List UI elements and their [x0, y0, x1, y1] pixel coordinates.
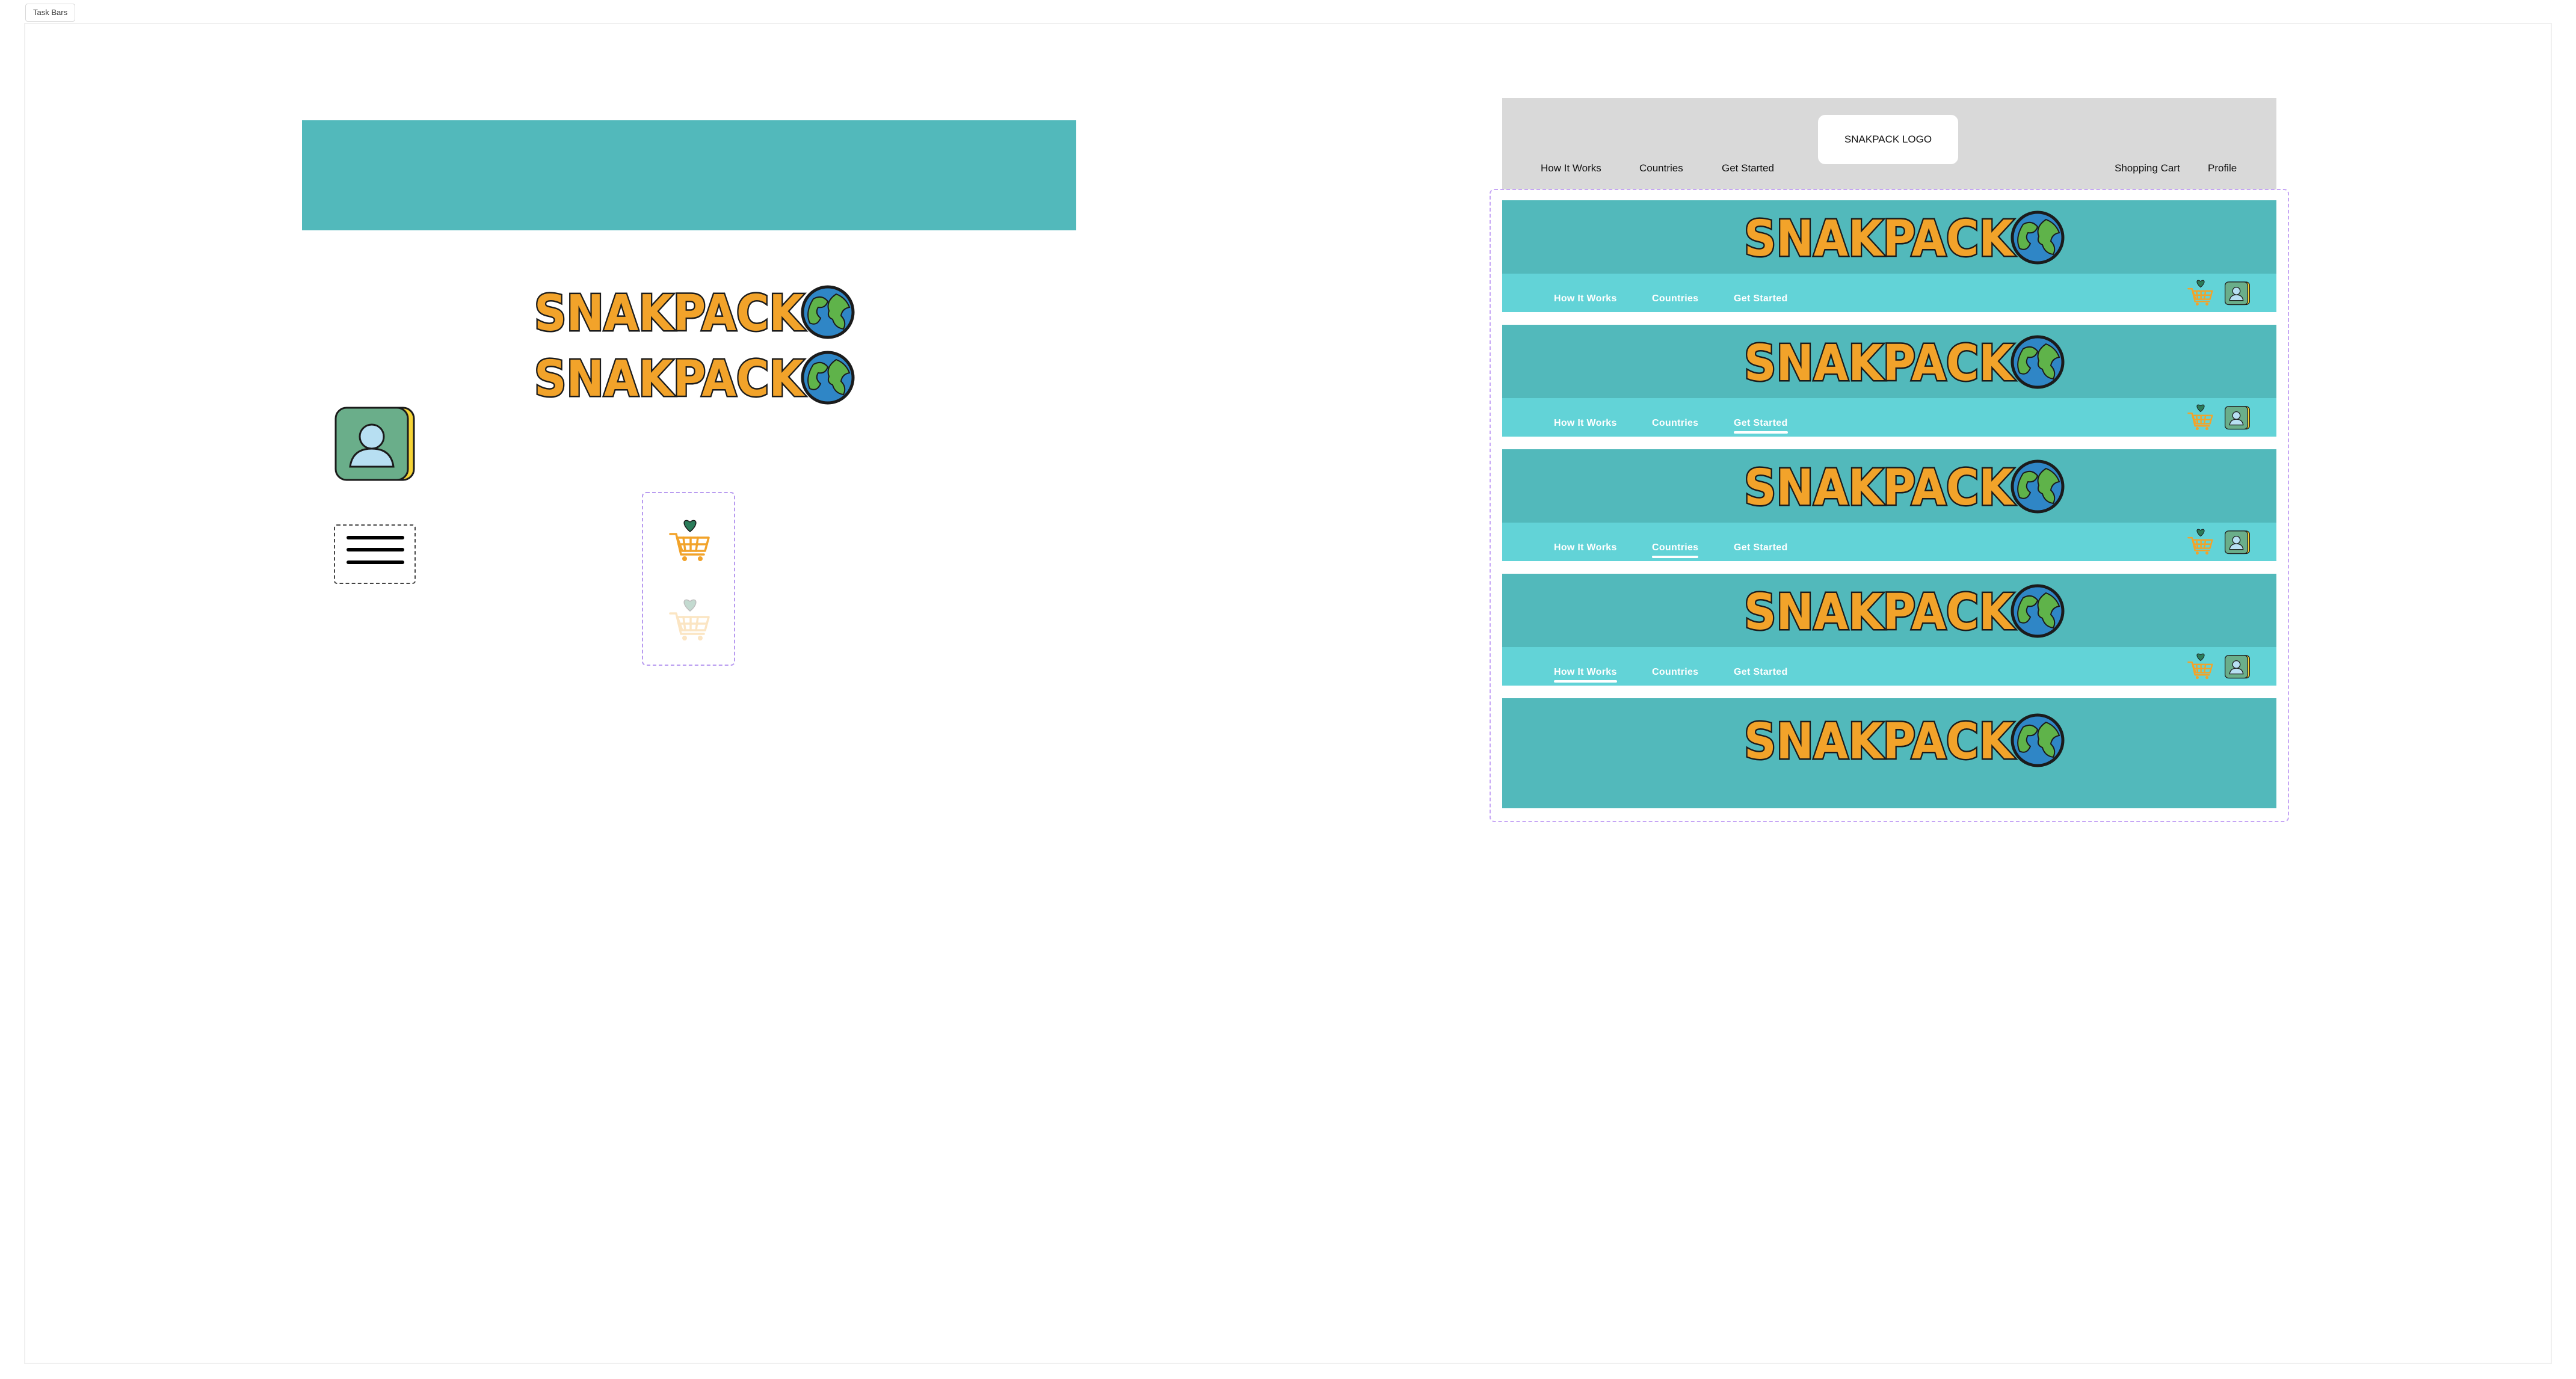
- globe-icon: [2011, 713, 2065, 767]
- user-avatar-icon[interactable]: [2225, 654, 2250, 680]
- snakpack-logo[interactable]: SNAKPACK: [1742, 711, 2066, 769]
- wireframe-link-countries[interactable]: Countries: [1639, 162, 1683, 174]
- shopping-cart-heart-icon[interactable]: [2187, 279, 2214, 307]
- user-avatar-icon[interactable]: [334, 407, 415, 482]
- globe-icon: [2011, 210, 2065, 265]
- globe-icon: [2011, 335, 2065, 389]
- menu-line: [347, 536, 404, 539]
- shopping-cart-heart-icon[interactable]: [669, 518, 711, 563]
- nav-link-countries[interactable]: Countries: [1652, 293, 1699, 304]
- header-variant[interactable]: SNAKPACK: [1502, 698, 2276, 808]
- globe-icon: [2011, 584, 2065, 638]
- wireframe-link-how-it-works[interactable]: How It Works: [1541, 162, 1601, 174]
- nav-link-how-it-works[interactable]: How It Works: [1554, 667, 1617, 683]
- logo-wordmark: SNAKPACK: [1744, 210, 2015, 266]
- logo-wordmark: SNAKPACK: [1744, 459, 2015, 515]
- nav-link-how-it-works[interactable]: How It Works: [1554, 418, 1617, 428]
- logo-placeholder[interactable]: SNAKPACK LOGO: [1818, 115, 1958, 164]
- nav-link-get-started[interactable]: Get Started: [1734, 667, 1788, 677]
- shopping-cart-heart-icon[interactable]: [2187, 404, 2214, 431]
- user-avatar-icon[interactable]: [2225, 281, 2250, 306]
- globe-icon: [2011, 459, 2065, 514]
- logo-wordmark: SNAKPACK: [1744, 335, 2015, 391]
- snakpack-logo-graphic: SNAKPACK: [533, 349, 855, 407]
- nav-link-countries[interactable]: Countries: [1652, 667, 1699, 677]
- header-variants-group[interactable]: SNAKPACK How It Works Countries Get Star…: [1490, 189, 2289, 822]
- header-logo-band: SNAKPACK: [1502, 698, 2276, 808]
- header-logo-band: SNAKPACK: [1502, 200, 2276, 274]
- header-nav-bar: How It Works Countries Get Started: [1502, 398, 2276, 437]
- shopping-cart-heart-icon[interactable]: [2187, 653, 2214, 680]
- active-tab-underline: [1652, 556, 1699, 558]
- shopping-cart-heart-icon[interactable]: [2187, 528, 2214, 556]
- header-variant[interactable]: SNAKPACK How It Works Countries Get Star…: [1502, 200, 2276, 312]
- header-variant[interactable]: SNAKPACK How It Works Countries Get Star…: [1502, 449, 2276, 561]
- user-avatar-icon[interactable]: [2225, 405, 2250, 431]
- nav-link-how-it-works[interactable]: How It Works: [1554, 542, 1617, 553]
- header-logo-band: SNAKPACK: [1502, 574, 2276, 647]
- nav-link-get-started[interactable]: Get Started: [1734, 418, 1788, 434]
- logo-wordmark: SNAKPACK: [1744, 584, 2015, 640]
- wireframe-link-profile[interactable]: Profile: [2208, 162, 2237, 174]
- globe-icon: [801, 351, 855, 405]
- nav-link-get-started[interactable]: Get Started: [1734, 293, 1788, 304]
- snakpack-logo[interactable]: SNAKPACK: [1742, 209, 2066, 266]
- header-variant[interactable]: SNAKPACK How It Works Countries Get Star…: [1502, 325, 2276, 437]
- header-logo-band: SNAKPACK: [1502, 325, 2276, 398]
- wireframe-link-get-started[interactable]: Get Started: [1722, 162, 1774, 174]
- logo-wordmark: SNAKPACK: [534, 351, 806, 407]
- header-variant[interactable]: SNAKPACK How It Works Countries Get Star…: [1502, 574, 2276, 686]
- user-avatar-icon[interactable]: [2225, 530, 2250, 555]
- logo-wordmark: SNAKPACK: [1744, 713, 2015, 769]
- header-logo-band: SNAKPACK: [1502, 449, 2276, 523]
- cart-icon-variants[interactable]: [642, 492, 735, 666]
- header-background-bar[interactable]: [302, 120, 1076, 230]
- snakpack-logo[interactable]: SNAKPACK: [532, 349, 857, 407]
- header-nav-bar: How It Works Countries Get Started: [1502, 523, 2276, 561]
- header-nav-bar: How It Works Countries Get Started: [1502, 647, 2276, 686]
- active-tab-underline: [1554, 680, 1617, 683]
- header-nav-bar: How It Works Countries Get Started: [1502, 274, 2276, 312]
- wireframe-link-shopping-cart[interactable]: Shopping Cart: [2115, 162, 2180, 174]
- nav-link-countries[interactable]: Countries: [1652, 418, 1699, 428]
- snakpack-logo-graphic: SNAKPACK: [533, 284, 855, 341]
- active-tab-underline: [1734, 431, 1788, 434]
- snakpack-logo[interactable]: SNAKPACK: [532, 283, 857, 341]
- snakpack-logo[interactable]: SNAKPACK: [1742, 582, 2066, 640]
- snakpack-logo[interactable]: SNAKPACK: [1742, 333, 2066, 391]
- nav-link-how-it-works[interactable]: How It Works: [1554, 293, 1617, 304]
- hamburger-menu-icon[interactable]: [334, 524, 416, 584]
- shopping-cart-heart-icon-faded[interactable]: [669, 598, 711, 642]
- globe-icon: [801, 285, 855, 339]
- nav-link-get-started[interactable]: Get Started: [1734, 542, 1788, 553]
- menu-line: [347, 548, 404, 551]
- nav-link-countries[interactable]: Countries: [1652, 542, 1699, 558]
- frame-label[interactable]: Task Bars: [25, 4, 76, 22]
- menu-line: [347, 561, 404, 564]
- header-wireframe[interactable]: SNAKPACK LOGO How It Works Countries Get…: [1502, 98, 2276, 189]
- logo-wordmark: SNAKPACK: [534, 285, 806, 341]
- snakpack-logo[interactable]: SNAKPACK: [1742, 458, 2066, 515]
